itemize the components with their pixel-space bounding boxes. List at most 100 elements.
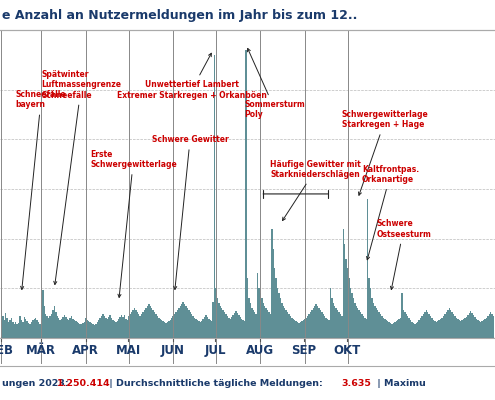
Bar bbox=[408, 318, 410, 338]
Bar bbox=[84, 322, 85, 338]
Bar bbox=[151, 308, 152, 338]
Bar bbox=[297, 322, 298, 338]
Bar bbox=[287, 312, 288, 338]
Bar bbox=[56, 316, 58, 338]
Bar bbox=[439, 320, 440, 338]
Bar bbox=[161, 320, 162, 338]
Bar bbox=[79, 324, 81, 338]
Text: JUL: JUL bbox=[204, 344, 226, 357]
Bar bbox=[167, 322, 168, 338]
Bar bbox=[453, 314, 454, 338]
Bar bbox=[255, 314, 257, 338]
Bar bbox=[436, 322, 437, 338]
Bar bbox=[365, 319, 367, 338]
Bar bbox=[244, 321, 246, 338]
Bar bbox=[71, 316, 72, 338]
Bar bbox=[224, 312, 225, 338]
Bar bbox=[348, 278, 350, 338]
Bar bbox=[405, 314, 407, 338]
Bar bbox=[29, 324, 31, 338]
Bar bbox=[88, 321, 90, 338]
Bar bbox=[417, 322, 418, 338]
Bar bbox=[448, 308, 450, 338]
Bar bbox=[288, 314, 290, 338]
Bar bbox=[383, 318, 384, 338]
Bar bbox=[334, 306, 336, 338]
Bar bbox=[304, 319, 305, 338]
Bar bbox=[474, 317, 476, 338]
Bar bbox=[466, 317, 467, 338]
Bar bbox=[451, 312, 453, 338]
Bar bbox=[2, 316, 3, 338]
Bar bbox=[467, 315, 469, 338]
Bar bbox=[3, 320, 5, 338]
Bar bbox=[174, 314, 175, 338]
Bar bbox=[411, 322, 413, 338]
Bar bbox=[106, 319, 108, 338]
Bar bbox=[294, 320, 296, 338]
Bar bbox=[230, 319, 231, 338]
Bar bbox=[181, 304, 182, 338]
Bar bbox=[47, 316, 48, 338]
Bar bbox=[8, 322, 9, 338]
Text: OKT: OKT bbox=[333, 344, 360, 357]
Bar bbox=[158, 318, 159, 338]
Text: Schwere
Ostseesturm: Schwere Ostseesturm bbox=[376, 219, 431, 290]
Bar bbox=[234, 313, 235, 338]
Bar bbox=[430, 316, 431, 338]
Bar bbox=[421, 316, 423, 338]
Text: Schwere Gewitter: Schwere Gewitter bbox=[151, 135, 228, 290]
Bar bbox=[410, 320, 411, 338]
Bar bbox=[315, 304, 317, 338]
Bar bbox=[380, 314, 381, 338]
Bar bbox=[480, 322, 482, 338]
Text: 3.635: 3.635 bbox=[342, 378, 371, 388]
Bar bbox=[211, 321, 212, 338]
Bar bbox=[164, 322, 165, 338]
Bar bbox=[456, 318, 457, 338]
Bar bbox=[218, 303, 220, 338]
Text: Spätwinter
Luftmassengrenze
Schneefälle: Spätwinter Luftmassengrenze Schneefälle bbox=[42, 70, 121, 284]
Bar bbox=[393, 323, 394, 338]
Text: SEP: SEP bbox=[291, 344, 316, 357]
Bar bbox=[168, 321, 169, 338]
Bar bbox=[243, 320, 244, 338]
Bar bbox=[13, 324, 15, 338]
Bar bbox=[311, 310, 313, 338]
Bar bbox=[434, 321, 436, 338]
Bar bbox=[41, 325, 42, 338]
Bar bbox=[18, 323, 19, 338]
Bar bbox=[273, 248, 274, 338]
Bar bbox=[437, 321, 439, 338]
Bar bbox=[16, 324, 18, 338]
Bar bbox=[156, 316, 158, 338]
Bar bbox=[371, 298, 373, 338]
Bar bbox=[52, 310, 53, 338]
Bar bbox=[267, 310, 268, 338]
Bar bbox=[308, 314, 310, 338]
Bar bbox=[187, 308, 188, 338]
Bar bbox=[374, 306, 376, 338]
Bar bbox=[95, 324, 97, 338]
Bar bbox=[108, 317, 109, 338]
Bar bbox=[90, 322, 91, 338]
Bar bbox=[238, 315, 240, 338]
Bar bbox=[130, 314, 131, 338]
Bar bbox=[215, 288, 217, 338]
Bar bbox=[401, 293, 403, 338]
Bar bbox=[403, 310, 404, 338]
Bar bbox=[53, 306, 55, 338]
Bar bbox=[384, 319, 386, 338]
Bar bbox=[427, 312, 429, 338]
Bar bbox=[82, 323, 84, 338]
Bar bbox=[105, 318, 106, 338]
Bar bbox=[357, 308, 358, 338]
Bar bbox=[333, 303, 334, 338]
Bar bbox=[341, 316, 343, 338]
Bar bbox=[483, 320, 484, 338]
Bar bbox=[367, 199, 368, 338]
Bar bbox=[340, 314, 341, 338]
Bar bbox=[24, 317, 25, 338]
Bar bbox=[87, 320, 88, 338]
Bar bbox=[450, 310, 451, 338]
